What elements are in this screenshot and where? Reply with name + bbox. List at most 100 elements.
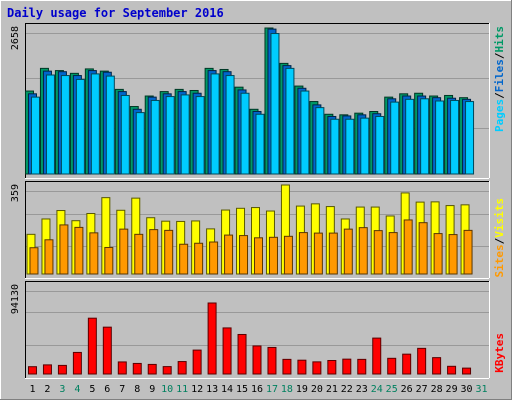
x-tick-label: 29	[446, 384, 458, 395]
kbytes-bar-kbytes	[252, 345, 262, 375]
traffic-bar-pages	[285, 67, 295, 175]
x-tick-label: 21	[326, 384, 338, 395]
visits-bar-sites	[403, 219, 413, 275]
x-tick-label: 1	[29, 384, 35, 395]
kbytes-bar-kbytes	[282, 358, 292, 375]
visits-bar-sites	[388, 232, 398, 275]
kbytes-bar-kbytes	[177, 361, 187, 375]
visits-bar-sites	[373, 230, 383, 275]
traffic-y-max-label: 2658	[10, 26, 21, 50]
kbytes-bar-kbytes	[117, 361, 127, 375]
x-tick-label: 17	[266, 384, 278, 395]
visits-bar-sites	[194, 242, 204, 275]
visits-bar-sites	[283, 235, 293, 275]
traffic-bar-pages	[420, 98, 430, 175]
x-tick-label: 23	[356, 384, 368, 395]
visits-bar-sites	[44, 239, 54, 275]
x-tick-label: 14	[221, 384, 233, 395]
kbytes-bar-kbytes	[267, 346, 277, 375]
traffic-bar-pages	[330, 118, 340, 175]
traffic-bar-pages	[195, 96, 205, 175]
legend-visits-sites: Sites	[493, 244, 506, 277]
traffic-bar-pages	[450, 99, 460, 175]
traffic-bar-pages	[390, 101, 400, 175]
traffic-bar-pages	[45, 74, 55, 175]
traffic-bar-pages	[270, 33, 280, 175]
x-tick-label: 30	[461, 384, 473, 395]
x-tick-label: 2	[44, 384, 50, 395]
kbytes-bar-kbytes	[57, 364, 67, 375]
x-tick-label: 28	[431, 384, 443, 395]
traffic-bar-pages	[315, 107, 325, 175]
x-tick-label: 9	[149, 384, 155, 395]
visits-bar-sites	[74, 226, 84, 275]
legend-traffic-separator: /	[493, 52, 506, 59]
kbytes-bar-kbytes	[192, 349, 202, 375]
traffic-bar-pages	[105, 75, 115, 175]
traffic-bar-pages	[165, 96, 175, 175]
x-tick-label: 18	[281, 384, 293, 395]
visits-bar-sites	[179, 243, 189, 275]
kbytes-bar-kbytes	[327, 359, 337, 375]
x-tick-label: 25	[386, 384, 398, 395]
legend-visits-separator: /	[493, 237, 506, 244]
visits-bar-sites	[298, 232, 308, 275]
traffic-bar-pages	[120, 94, 130, 175]
kbytes-bar-kbytes	[237, 333, 247, 375]
traffic-bar-pages	[435, 100, 445, 175]
x-tick-label: 8	[134, 384, 140, 395]
traffic-bar-pages	[255, 113, 265, 175]
traffic-bar-pages	[180, 94, 190, 175]
kbytes-bar-kbytes	[297, 359, 307, 375]
x-tick-label: 4	[74, 384, 80, 395]
traffic-bar-pages	[360, 117, 370, 175]
traffic-bar-pages	[210, 73, 220, 175]
traffic-bar-pages	[30, 96, 40, 175]
legend-traffic-pages: Pages	[493, 99, 506, 132]
chart-title: Daily usage for September 2016	[7, 6, 224, 20]
visits-bar-sites	[224, 234, 234, 275]
x-tick-label: 15	[236, 384, 248, 395]
x-tick-label: 5	[89, 384, 95, 395]
legend-kbytes: KBytes	[493, 333, 506, 373]
visits-bar-sites	[448, 234, 458, 275]
legend-visits-visits: Visits	[493, 198, 506, 238]
visits-bar-sites	[254, 237, 263, 275]
x-tick-label: 12	[191, 384, 203, 395]
kbytes-bar-kbytes	[447, 365, 457, 375]
kbytes-bar-kbytes	[72, 351, 82, 375]
x-tick-label: 6	[104, 384, 110, 395]
visits-bar-sites	[358, 227, 368, 275]
visits-bar-sites	[104, 246, 114, 275]
visits-bar-sites	[89, 232, 99, 275]
kbytes-y-max-label: 94130	[10, 284, 21, 314]
visits-bar-sites	[328, 232, 338, 275]
visits-bar-sites	[239, 235, 249, 275]
traffic-bar-pages	[75, 78, 85, 175]
visits-bar-sites	[119, 228, 129, 275]
traffic-bar-pages	[345, 118, 355, 175]
kbytes-bar-kbytes	[27, 366, 37, 375]
legend-visits: Sites/Visits	[493, 198, 506, 278]
legend-kbytes-kbytes: KBytes	[493, 333, 506, 373]
visits-y-max-label: 359	[10, 184, 21, 202]
visits-bar-sites	[209, 241, 219, 275]
visits-bar-sites	[164, 229, 174, 275]
x-tick-label: 10	[161, 384, 173, 395]
visits-bar-sites	[134, 233, 144, 275]
x-tick-label: 19	[296, 384, 308, 395]
x-tick-label: 20	[311, 384, 323, 395]
traffic-bar-pages	[150, 99, 160, 175]
x-tick-label: 7	[119, 384, 125, 395]
traffic-bar-pages	[375, 115, 385, 175]
visits-bar-sites	[313, 232, 323, 275]
x-tick-label: 11	[176, 384, 188, 395]
traffic-bar-pages	[300, 90, 310, 175]
kbytes-bar-kbytes	[432, 357, 442, 375]
kbytes-bar-kbytes	[387, 357, 397, 375]
x-tick-label: 22	[341, 384, 353, 395]
kbytes-bar-kbytes	[372, 337, 382, 375]
visits-bar-sites	[433, 233, 443, 275]
legend-traffic: Pages/Files/Hits	[493, 26, 506, 132]
visits-bar-sites	[268, 236, 278, 275]
